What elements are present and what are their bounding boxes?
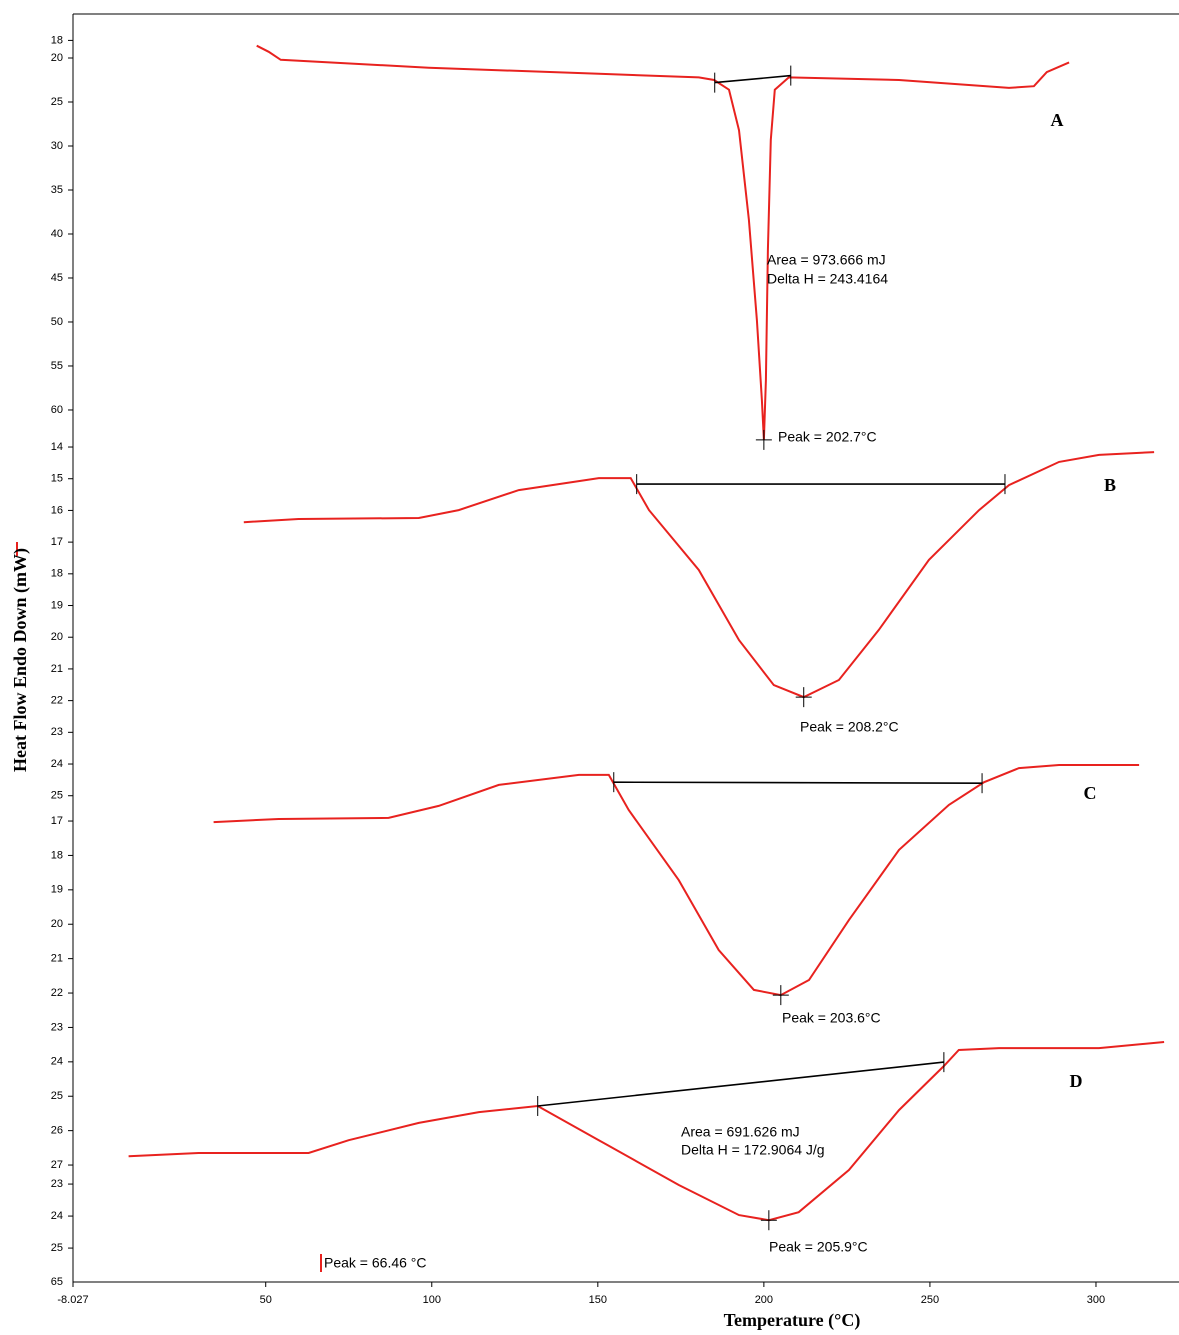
y-tick-label: 26 xyxy=(51,1125,63,1137)
y-tick-label: 27 xyxy=(51,1159,63,1171)
x-tick-label: 200 xyxy=(755,1294,773,1306)
dsc-curve xyxy=(128,1041,1165,1222)
y-tick-label: 55 xyxy=(51,360,63,372)
y-tick-label: 19 xyxy=(51,884,63,896)
annotation: Peak = 66.46 °C xyxy=(324,1255,427,1271)
baseline xyxy=(537,1061,944,1107)
y-tick-label: 21 xyxy=(51,953,63,965)
annotation: Peak = 203.6°C xyxy=(782,1010,881,1026)
y-tick-label: 21 xyxy=(51,663,63,675)
y-axis-label: Heat Flow Endo Down (mW) xyxy=(10,548,31,772)
y-tick-label: 18 xyxy=(51,568,63,580)
y-tick-label: 16 xyxy=(51,504,63,516)
y-tick-label: 20 xyxy=(51,918,63,930)
x-tick-label: -8.027 xyxy=(57,1294,88,1306)
panel-label: D xyxy=(1070,1071,1083,1091)
y-tick-label: 23 xyxy=(51,1021,63,1033)
x-tick-label: 300 xyxy=(1087,1294,1105,1306)
y-tick-label: 24 xyxy=(51,758,63,770)
y-tick-label: 25 xyxy=(51,96,63,108)
y-tick-label: 35 xyxy=(51,184,63,196)
y-tick-label: 22 xyxy=(51,987,63,999)
y-tick-label: 50 xyxy=(51,316,63,328)
dsc-curve xyxy=(256,44,1070,440)
baseline xyxy=(714,74,791,84)
y-tick-label: 19 xyxy=(51,599,63,611)
annotation: Area = 973.666 mJ xyxy=(767,252,886,268)
y-tick-label: 40 xyxy=(51,228,63,240)
y-tick-label: 60 xyxy=(51,404,63,416)
y-tick-label: 20 xyxy=(51,52,63,64)
y-tick-label: 25 xyxy=(51,790,63,802)
x-tick-label: 100 xyxy=(423,1294,441,1306)
y-tick-label: 25 xyxy=(51,1242,63,1254)
y-tick-label: 15 xyxy=(51,473,63,485)
x-tick-label: 150 xyxy=(589,1294,607,1306)
annotation: Peak = 208.2°C xyxy=(800,719,899,735)
y-tick-label: 25 xyxy=(51,1090,63,1102)
y-tick-label: 30 xyxy=(51,140,63,152)
annotation: Peak = 202.7°C xyxy=(778,429,877,445)
dsc-curve xyxy=(213,764,1140,997)
x-axis-label: Temperature (°C) xyxy=(724,1310,861,1331)
x-tick-label: 50 xyxy=(260,1294,272,1306)
baseline xyxy=(613,781,983,785)
y-tick-label: 20 xyxy=(51,631,63,643)
y-tick-label: 45 xyxy=(51,272,63,284)
annotation: Delta H = 243.4164 xyxy=(767,271,888,287)
y-tick-label: 17 xyxy=(51,536,63,548)
panel-label: B xyxy=(1104,475,1116,495)
y-tick-label: 18 xyxy=(51,34,63,46)
panel-label: C xyxy=(1084,783,1097,803)
y-tick-label: 22 xyxy=(51,695,63,707)
x-tick-label: 250 xyxy=(921,1294,939,1306)
y-tick-label: 24 xyxy=(51,1056,63,1068)
y-tick-label: 24 xyxy=(51,1210,63,1222)
annotation: Delta H = 172.9064 J/g xyxy=(681,1142,825,1158)
y-tick-label: 17 xyxy=(51,815,63,827)
y-tick-label: 23 xyxy=(51,1178,63,1190)
y-tick-label: 23 xyxy=(51,726,63,738)
annotation: Area = 691.626 mJ xyxy=(681,1124,800,1140)
dsc-curve xyxy=(243,451,1155,699)
y-tick-label: 14 xyxy=(51,441,63,453)
annotation: Peak = 205.9°C xyxy=(769,1239,868,1255)
y-tick-label: 65 xyxy=(51,1276,63,1288)
panel-label: A xyxy=(1051,110,1064,130)
y-tick-label: 18 xyxy=(51,849,63,861)
